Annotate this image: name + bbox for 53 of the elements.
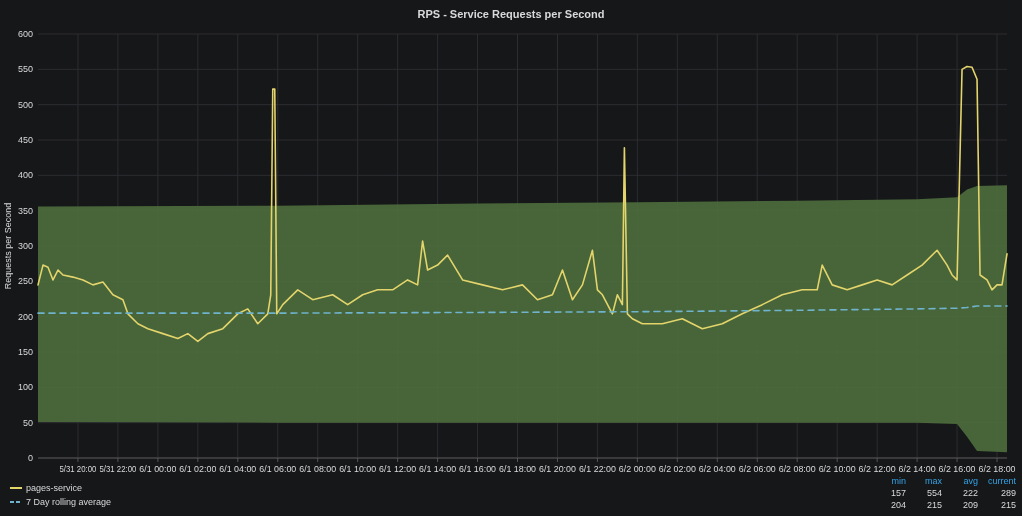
x-tick-label: 6/1 10:00: [339, 464, 377, 474]
x-tick-label: 6/1 08:00: [299, 464, 337, 474]
text: max: [924, 476, 943, 486]
y-tick-label: 250: [17, 276, 33, 287]
x-tick-label: 6/2 04:00: [698, 464, 737, 474]
y-tick-label: 300: [17, 241, 33, 251]
y-tick-label: 0: [27, 453, 33, 463]
x-tick-label: 6/1 02:00: [179, 464, 217, 474]
y-tick-label: 400: [17, 170, 33, 181]
y-tick-label: 550: [17, 64, 33, 75]
x-tick-label: 6/2 14:00: [898, 464, 936, 474]
text: 204: [890, 500, 906, 510]
y-tick-label: 450: [17, 135, 33, 145]
x-tick-label: 6/2 16:00: [938, 464, 976, 474]
y-tick-label: 200: [17, 311, 33, 322]
text: min: [891, 476, 906, 486]
text: current: [987, 476, 1017, 486]
y-axis-title: Requests per Second: [3, 202, 13, 290]
text: 215: [926, 500, 942, 510]
text: 554: [926, 488, 942, 498]
x-tick-label: 6/1 06:00: [259, 464, 297, 474]
y-tick-label: 600: [17, 29, 33, 39]
chart-title: RPS - Service Requests per Second: [417, 8, 605, 20]
x-tick-label: 6/2 12:00: [858, 464, 896, 474]
y-tick-label: 100: [17, 382, 33, 393]
x-tick-label: 6/1 16:00: [459, 464, 497, 474]
x-tick-label: 6/1 12:00: [379, 464, 417, 474]
x-tick-label: 6/2 10:00: [818, 464, 856, 474]
text: 209: [962, 500, 978, 510]
text: 222: [962, 488, 978, 498]
y-tick-label: 350: [17, 205, 33, 216]
x-tick-label: 6/2 02:00: [658, 464, 697, 474]
y-tick-label: 500: [17, 99, 33, 110]
y-tick-label: 50: [22, 417, 33, 428]
x-tick-label: 5/31 22:00: [99, 464, 140, 474]
text: 289: [1000, 488, 1016, 498]
x-tick-label: 6/1 14:00: [419, 464, 457, 474]
x-tick-label: 6/1 18:00: [499, 464, 537, 474]
x-tick-label: 6/2 08:00: [778, 464, 816, 474]
x-tick-label: 6/1 00:00: [139, 464, 177, 474]
legend-label: pages-service: [26, 483, 83, 493]
x-tick-label: 6/2 00:00: [618, 464, 657, 474]
text: 157: [890, 488, 906, 498]
y-tick-label: 150: [17, 347, 33, 357]
x-tick-label: 6/1 04:00: [219, 464, 257, 474]
text: 215: [1000, 500, 1016, 510]
text: avg: [963, 476, 978, 486]
legend-label: 7 Day rolling average: [26, 497, 112, 507]
x-tick-label: 6/1 20:00: [538, 464, 577, 474]
x-tick-label: 5/31 20:00: [59, 464, 100, 474]
x-tick-label: 6/1 22:00: [578, 464, 617, 474]
x-tick-label: 6/2 18:00: [978, 464, 1016, 474]
x-tick-label: 6/2 06:00: [738, 464, 777, 474]
